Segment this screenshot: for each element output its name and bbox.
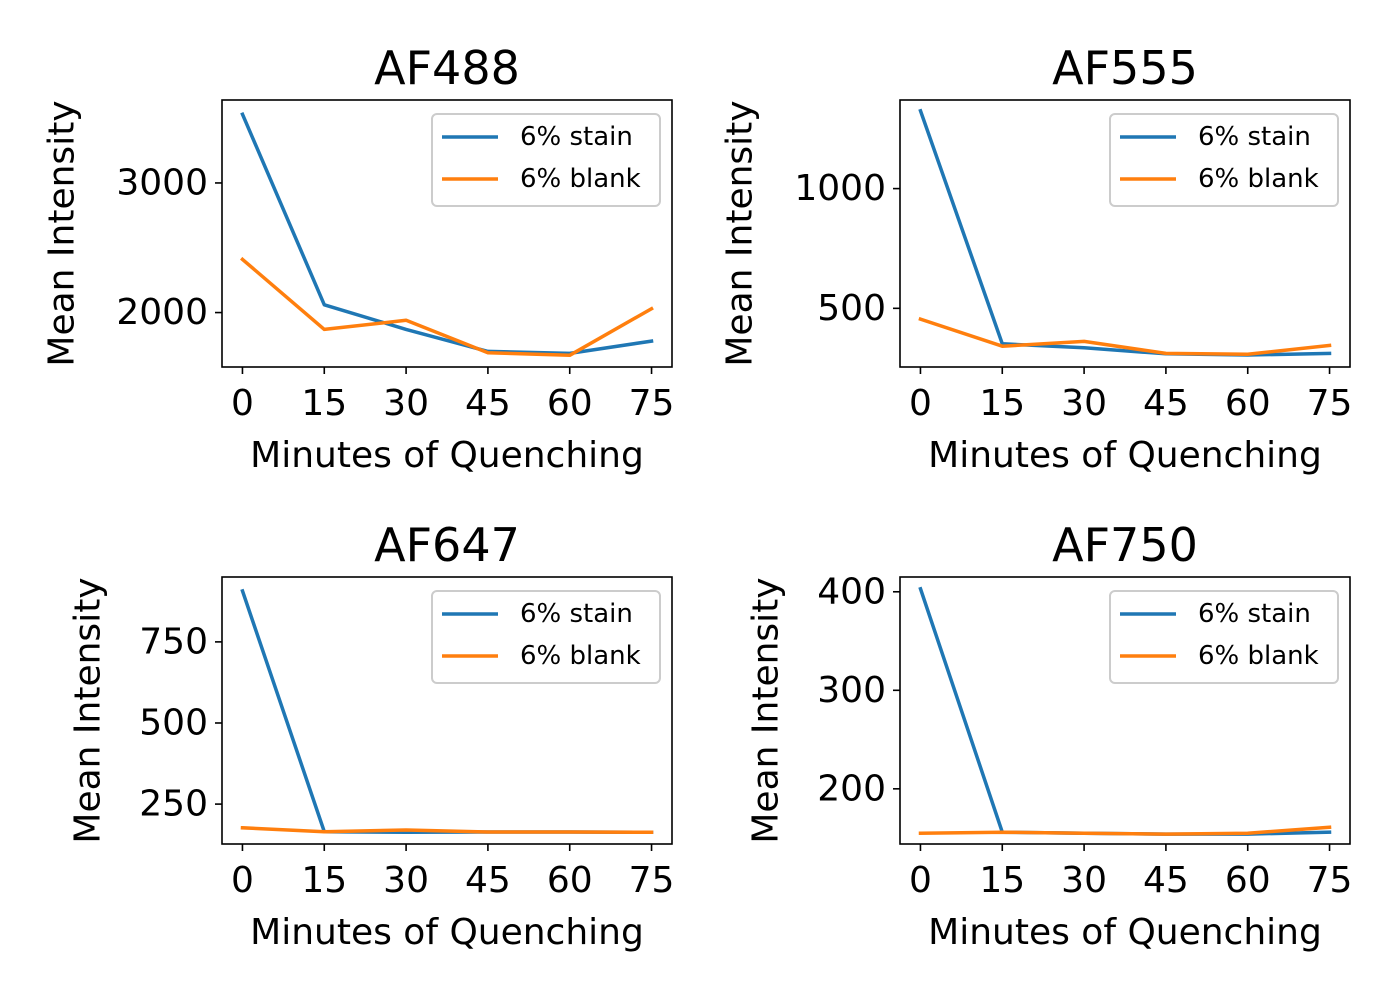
series-line-blank	[240, 825, 654, 835]
x-tick-label: 0	[909, 383, 932, 424]
x-tick-label: 75	[1307, 383, 1353, 424]
axes-frame	[899, 576, 1351, 845]
x-tick-label: 45	[465, 860, 511, 901]
y-tick-label: 250	[139, 784, 208, 825]
x-tick-label: 0	[231, 860, 254, 901]
panel-title: AF750	[1052, 518, 1198, 572]
y-tick-label: 400	[817, 571, 886, 612]
panel-title: AF647	[374, 518, 520, 572]
x-tick-label: 30	[383, 860, 429, 901]
x-tick-label: 60	[547, 860, 593, 901]
panel-af555: AF555 Mean Intensity Minutes of Quenchin…	[720, 41, 1353, 476]
series-line-blank	[918, 316, 1332, 357]
y-axis-label: Mean Intensity	[42, 100, 83, 366]
x-tick-label: 75	[629, 860, 675, 901]
x-tick-label: 75	[1307, 860, 1353, 901]
y-axis-label: Mean Intensity	[720, 100, 761, 366]
x-axis-label: Minutes of Quenching	[250, 912, 644, 953]
legend: 6% stain 6% blank	[1109, 590, 1339, 684]
x-tick-label: 0	[909, 860, 932, 901]
x-tick-label: 15	[979, 383, 1025, 424]
panel-title: AF555	[1052, 41, 1198, 95]
y-tick-label: 1000	[794, 168, 886, 209]
series-line-blank	[918, 825, 1332, 836]
plot-area	[240, 112, 654, 358]
series-line-stain	[918, 108, 1332, 357]
panel-title: AF488	[374, 41, 520, 95]
axis-ticks: 0 15 30 45 60 75 200 300 400	[817, 571, 1352, 901]
axes-frame	[899, 99, 1351, 368]
x-tick-label: 30	[1061, 383, 1107, 424]
panel-af647: AF647 Mean Intensity Minutes of Quenchin…	[68, 518, 675, 953]
x-tick-label: 60	[1225, 383, 1271, 424]
y-tick-label: 500	[139, 702, 208, 743]
y-axis-label: Mean Intensity	[68, 577, 109, 843]
y-tick-label: 3000	[116, 162, 208, 203]
axes-frame	[221, 99, 673, 368]
x-tick-label: 45	[1143, 860, 1189, 901]
x-tick-label: 60	[1225, 860, 1271, 901]
legend-label-blank: 6% blank	[520, 641, 641, 671]
series-line-blank	[240, 256, 654, 358]
legend-label-blank: 6% blank	[1198, 164, 1319, 194]
x-tick-label: 15	[979, 860, 1025, 901]
y-tick-label: 200	[817, 768, 886, 809]
series-line-stain	[240, 112, 654, 356]
x-axis-label: Minutes of Quenching	[928, 435, 1322, 476]
axis-ticks: 0 15 30 45 60 75 2000 3000	[116, 162, 674, 424]
legend-label-stain: 6% stain	[1198, 122, 1311, 152]
x-tick-label: 30	[1061, 860, 1107, 901]
x-tick-label: 30	[383, 383, 429, 424]
x-tick-label: 45	[1143, 383, 1189, 424]
axis-ticks: 0 15 30 45 60 75 250 500 750	[139, 621, 674, 901]
y-axis-label: Mean Intensity	[746, 577, 787, 843]
y-tick-label: 2000	[116, 292, 208, 333]
legend-label-blank: 6% blank	[520, 164, 641, 194]
legend: 6% stain 6% blank	[431, 590, 661, 684]
x-axis-label: Minutes of Quenching	[250, 435, 644, 476]
y-tick-label: 300	[817, 670, 886, 711]
plot-area	[240, 588, 654, 835]
y-tick-label: 750	[139, 621, 208, 662]
plot-area	[918, 108, 1332, 357]
y-tick-label: 500	[817, 288, 886, 329]
x-tick-label: 45	[465, 383, 511, 424]
panel-af488: AF488 Mean Intensity Minutes of Quenchin…	[42, 41, 675, 476]
legend-label-stain: 6% stain	[1198, 599, 1311, 629]
legend: 6% stain 6% blank	[1109, 113, 1339, 207]
panel-af750: AF750 Mean Intensity Minutes of Quenchin…	[746, 518, 1353, 953]
axes-frame	[221, 576, 673, 845]
legend-label-stain: 6% stain	[520, 122, 633, 152]
x-tick-label: 15	[301, 860, 347, 901]
legend: 6% stain 6% blank	[431, 113, 661, 207]
legend-label-stain: 6% stain	[520, 599, 633, 629]
x-tick-label: 75	[629, 383, 675, 424]
plot-area	[918, 586, 1332, 836]
x-tick-label: 60	[547, 383, 593, 424]
axis-ticks: 0 15 30 45 60 75 500 1000	[794, 168, 1352, 424]
x-tick-label: 15	[301, 383, 347, 424]
x-tick-label: 0	[231, 383, 254, 424]
legend-label-blank: 6% blank	[1198, 641, 1319, 671]
x-axis-label: Minutes of Quenching	[928, 912, 1322, 953]
